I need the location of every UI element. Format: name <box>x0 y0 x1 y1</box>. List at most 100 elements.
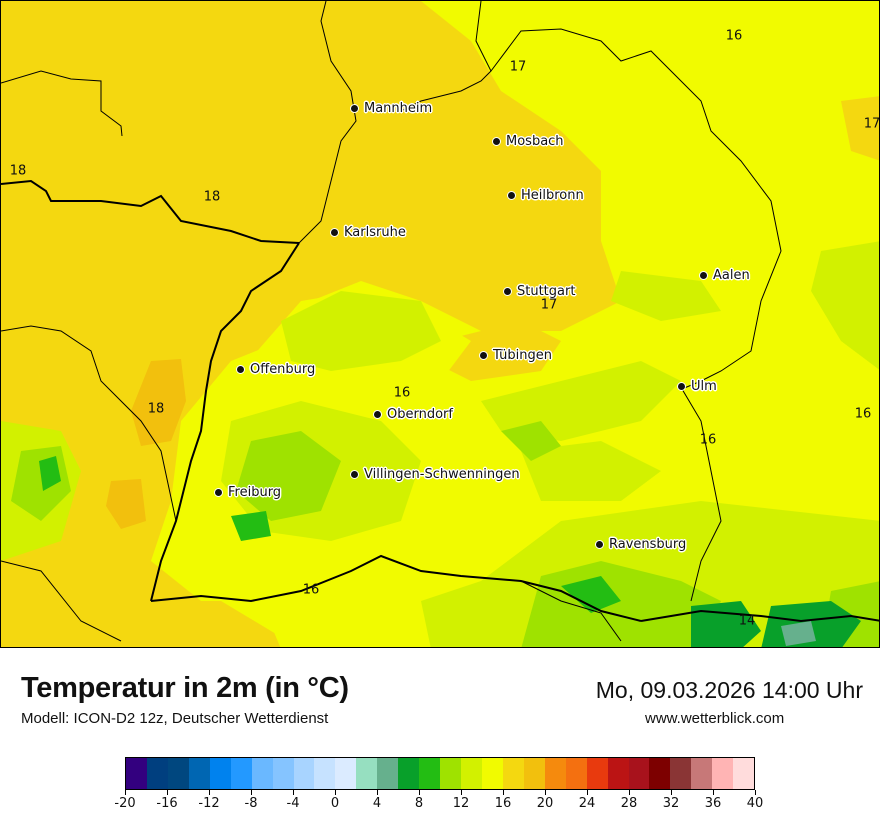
legend-color-segment <box>733 758 755 789</box>
legend-color-segment <box>461 758 482 789</box>
legend-tick-label: 16 <box>494 796 512 811</box>
legend-tick-label: -16 <box>156 796 178 811</box>
legend-tick-label: 8 <box>414 796 424 811</box>
legend-color-segment <box>398 758 420 789</box>
city-ravensburg[interactable]: Ravensburg <box>595 537 686 552</box>
isoline-label: 18 <box>203 189 221 205</box>
legend-tick <box>377 790 378 795</box>
model-info: Modell: ICON-D2 12z, Deutscher Wetterdie… <box>21 710 329 727</box>
legend-color-segment <box>126 758 147 789</box>
city-stuttgart[interactable]: Stuttgart <box>503 284 575 299</box>
legend-color-segment <box>209 758 231 789</box>
city-freiburg[interactable]: Freiburg <box>214 485 281 500</box>
city-dot-icon <box>479 351 488 360</box>
legend-color-segment <box>544 758 566 789</box>
city-dot-icon <box>350 104 359 113</box>
legend-tick <box>755 790 756 795</box>
legend-color-segment <box>167 758 189 789</box>
legend-tick-label: -12 <box>198 796 220 811</box>
website-link[interactable]: www.wetterblick.com <box>645 710 785 727</box>
isoline-label: 18 <box>9 163 27 179</box>
isoline-label: 17 <box>509 59 527 75</box>
legend-color-segment <box>586 758 608 789</box>
legend-color-segment <box>314 758 336 789</box>
city-dot-icon <box>330 228 339 237</box>
legend-color-segment <box>356 758 378 789</box>
isoline-label: 17 <box>863 116 880 132</box>
city-mannheim[interactable]: Mannheim <box>350 101 432 116</box>
legend-color-segment <box>691 758 713 789</box>
legend-tick <box>419 790 420 795</box>
legend-color-segment <box>628 758 650 789</box>
legend-tick-label: 4 <box>372 796 382 811</box>
legend-tick-label: 40 <box>746 796 764 811</box>
legend-color-segment <box>440 758 461 789</box>
legend-color-segment <box>335 758 357 789</box>
legend-tick-label: 12 <box>452 796 470 811</box>
color-legend-ticks: -20 -16 -12 -8 -4 0 4 8 12 16 20 24 28 32 36 40 <box>114 790 763 830</box>
isoline-label: 16 <box>302 582 320 598</box>
city-mosbach[interactable]: Mosbach <box>492 134 564 149</box>
city-karlsruhe[interactable]: Karlsruhe <box>330 225 406 240</box>
legend-color-segment <box>481 758 503 789</box>
city-aalen[interactable]: Aalen <box>699 268 750 283</box>
legend-tick <box>503 790 504 795</box>
legend-tick <box>293 790 294 795</box>
isoline-label: 18 <box>147 401 165 417</box>
legend-tick <box>335 790 336 795</box>
legend-tick-label: 20 <box>536 796 554 811</box>
legend-color-segment <box>419 758 441 789</box>
city-dot-icon <box>595 540 604 549</box>
city-dot-icon <box>373 410 382 419</box>
city-dot-icon <box>699 271 708 280</box>
legend-color-segment <box>377 758 399 789</box>
legend-color-segment <box>712 758 734 789</box>
legend-color-segment <box>523 758 545 789</box>
legend-color-segment <box>146 758 168 789</box>
city-dot-icon <box>236 365 245 374</box>
legend-tick-label: 36 <box>704 796 722 811</box>
legend-tick <box>587 790 588 795</box>
city-oberndorf[interactable]: Oberndorf <box>373 407 453 422</box>
isoline-label: 16 <box>854 406 872 422</box>
city-dot-icon <box>503 287 512 296</box>
legend-tick-label: 0 <box>330 796 340 811</box>
legend-tick <box>251 790 252 795</box>
legend-color-segment <box>607 758 629 789</box>
city-dot-icon <box>507 191 516 200</box>
city-tuebingen[interactable]: Tübingen <box>479 348 552 363</box>
color-legend <box>125 757 755 790</box>
legend-tick <box>671 790 672 795</box>
city-dot-icon <box>677 382 686 391</box>
city-heilbronn[interactable]: Heilbronn <box>507 188 584 203</box>
isoline-label: 16 <box>393 385 411 401</box>
city-villingen-schwenningen[interactable]: Villingen-Schwenningen <box>350 467 520 482</box>
legend-tick-label: 32 <box>662 796 680 811</box>
legend-tick-label: -4 <box>286 796 300 811</box>
legend-color-segment <box>188 758 210 789</box>
legend-color-segment <box>251 758 273 789</box>
city-dot-icon <box>214 488 223 497</box>
legend-color-segment <box>272 758 294 789</box>
city-dot-icon <box>350 470 359 479</box>
legend-tick <box>545 790 546 795</box>
isoline-label: 14 <box>738 613 756 629</box>
isoline-label: 16 <box>725 28 743 44</box>
legend-color-segment <box>502 758 524 789</box>
legend-tick <box>167 790 168 795</box>
legend-tick <box>209 790 210 795</box>
city-dot-icon <box>492 137 501 146</box>
legend-tick <box>713 790 714 795</box>
legend-tick-label: -8 <box>244 796 258 811</box>
city-ulm[interactable]: Ulm <box>677 379 717 394</box>
legend-tick-label: 28 <box>620 796 638 811</box>
legend-tick <box>125 790 126 795</box>
forecast-datetime: Mo, 09.03.2026 14:00 Uhr <box>595 677 863 703</box>
legend-color-segment <box>565 758 587 789</box>
map-title: Temperatur in 2m (in °C) <box>21 672 349 704</box>
city-offenburg[interactable]: Offenburg <box>236 362 315 377</box>
legend-tick-label: -20 <box>114 796 136 811</box>
legend-color-segment <box>649 758 671 789</box>
temperature-map: Mannheim Mosbach Heilbronn Karlsruhe Aal… <box>0 0 880 648</box>
isoline-label: 16 <box>699 432 717 448</box>
